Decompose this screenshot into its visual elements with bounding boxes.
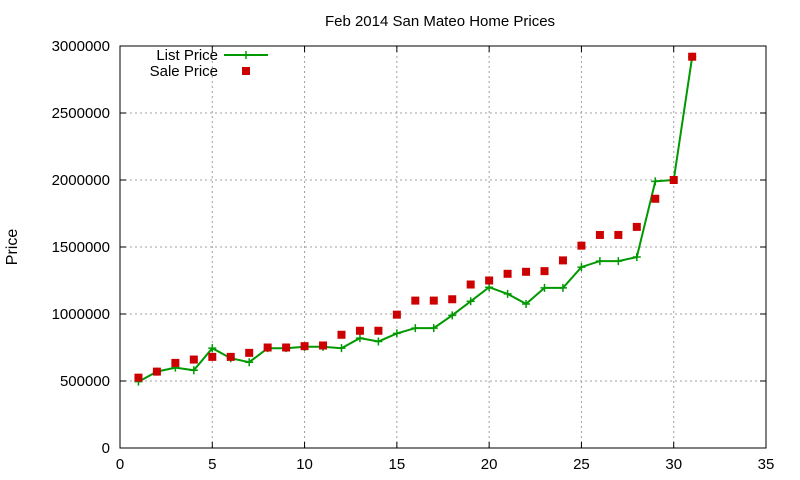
sale-price-marker	[595, 230, 604, 239]
y-tick-label: 2500000	[52, 105, 110, 122]
sale-price-marker	[632, 222, 641, 231]
sale-price-marker	[282, 343, 291, 352]
list-price-marker	[577, 263, 586, 272]
sale-price-marker	[226, 352, 235, 361]
sale-price-marker	[263, 343, 272, 352]
legend-label: List Price	[156, 47, 218, 64]
y-tick-label: 3000000	[52, 38, 110, 55]
list-price-marker	[614, 257, 623, 266]
legend-label: Sale Price	[150, 63, 218, 80]
list-price-marker	[411, 324, 420, 333]
list-price-marker	[448, 311, 457, 320]
y-tick-label: 1000000	[52, 306, 110, 323]
sale-price-marker	[429, 296, 438, 305]
y-tick-label: 2000000	[52, 172, 110, 189]
sale-price-marker	[466, 280, 475, 289]
list-price-marker	[651, 177, 660, 186]
y-tick-label: 500000	[60, 373, 110, 390]
sale-price-marker	[688, 52, 697, 61]
y-tick-label: 1500000	[52, 239, 110, 256]
series-list-price	[134, 52, 697, 386]
axis-ticks: 0 5 10 15 20 25 30 35 0 500000 1000000 1500000 20000…	[52, 38, 775, 473]
sale-price-marker	[171, 358, 180, 367]
sale-price-marker	[134, 373, 143, 382]
x-tick-label: 35	[758, 456, 775, 473]
legend-square-sample	[242, 67, 250, 75]
list-price-marker	[558, 283, 567, 292]
list-price-marker	[242, 51, 250, 59]
x-tick-label: 0	[116, 456, 124, 473]
grid	[120, 46, 766, 448]
series-sale-price	[134, 52, 697, 382]
x-tick-label: 20	[481, 456, 498, 473]
x-tick-label: 15	[389, 456, 406, 473]
sale-price-marker	[522, 267, 531, 276]
sale-price-marker	[189, 355, 198, 364]
sale-price-marker	[577, 241, 586, 250]
list-price-line	[138, 56, 694, 383]
list-price-marker	[208, 344, 217, 353]
sale-price-marker	[669, 176, 678, 184]
x-tick-label: 25	[573, 456, 590, 473]
sale-price-marker	[208, 352, 217, 361]
sale-price-marker	[355, 326, 364, 335]
sale-price-marker	[558, 256, 567, 265]
series-layer	[134, 52, 697, 386]
list-price-marker	[503, 289, 512, 298]
sale-price-marker	[337, 330, 346, 339]
list-price-marker	[540, 283, 549, 292]
list-price-marker	[374, 337, 383, 346]
list-price-marker	[189, 366, 198, 375]
x-tick-label: 10	[296, 456, 313, 473]
sale-price-marker	[300, 342, 309, 351]
sale-price-marker	[503, 269, 512, 278]
y-tick-label: 0	[102, 440, 110, 457]
x-tick-label: 5	[208, 456, 216, 473]
list-price-marker	[632, 253, 641, 262]
chart-title: Feb 2014 San Mateo Home Prices	[325, 13, 555, 30]
x-tick-label: 30	[665, 456, 682, 473]
list-price-marker	[355, 334, 364, 343]
list-price-marker	[337, 344, 346, 353]
sale-price-marker	[485, 276, 494, 285]
sale-price-marker	[319, 341, 328, 350]
sale-price-marker	[374, 326, 383, 335]
list-price-marker	[429, 324, 438, 333]
list-price-marker	[595, 257, 604, 266]
sale-price-marker	[245, 348, 254, 357]
sale-price-marker	[651, 194, 660, 203]
list-price-marker	[485, 283, 494, 292]
sale-price-marker	[392, 310, 401, 319]
y-axis-label: Price	[4, 229, 21, 266]
list-price-marker	[245, 358, 254, 367]
list-price-marker	[392, 329, 401, 338]
sale-price-marker	[614, 230, 623, 239]
sale-price-marker	[540, 267, 549, 276]
sale-price-marker	[152, 367, 161, 376]
sale-price-marker	[411, 296, 420, 305]
plot-frame	[119, 45, 767, 449]
sale-price-marker	[448, 295, 457, 304]
list-price-marker	[522, 299, 531, 308]
list-price-marker	[466, 297, 475, 306]
